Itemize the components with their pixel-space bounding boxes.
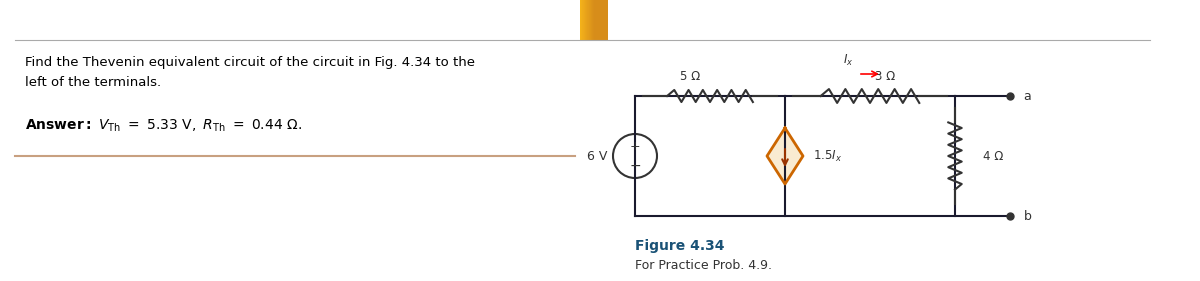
Bar: [588, 0, 602, 40]
Bar: [587, 0, 601, 40]
Text: +: +: [630, 139, 641, 153]
Bar: [582, 0, 596, 40]
Text: 3 Ω: 3 Ω: [875, 70, 895, 83]
Text: 1.5$I_x$: 1.5$I_x$: [814, 148, 842, 164]
Bar: [581, 0, 595, 40]
Bar: [590, 0, 605, 40]
Bar: [592, 0, 606, 40]
Bar: [580, 0, 594, 40]
Bar: [583, 0, 598, 40]
Bar: [592, 0, 605, 40]
Text: $\mathbf{Answer:}\ V_{\mathrm{Th}}\ =\ 5.33\ \mathrm{V},\ R_{\mathrm{Th}}\ =\ 0.: $\mathbf{Answer:}\ V_{\mathrm{Th}}\ =\ 5…: [25, 118, 302, 134]
Bar: [581, 0, 595, 40]
Bar: [593, 0, 607, 40]
Bar: [589, 0, 604, 40]
Text: −: −: [629, 159, 641, 173]
Bar: [587, 0, 601, 40]
Bar: [583, 0, 598, 40]
Text: Figure 4.34: Figure 4.34: [635, 239, 725, 253]
Text: Practice Problem 4.9: Practice Problem 4.9: [748, 10, 983, 30]
Text: $I_x$: $I_x$: [842, 53, 853, 68]
Bar: [588, 0, 601, 40]
Text: b: b: [1020, 210, 1032, 223]
Bar: [583, 0, 598, 40]
Bar: [584, 0, 599, 40]
Bar: [582, 0, 595, 40]
Bar: [593, 0, 607, 40]
Bar: [589, 0, 604, 40]
Bar: [587, 0, 601, 40]
Bar: [586, 0, 600, 40]
Text: For Practice Prob. 4.9.: For Practice Prob. 4.9.: [635, 259, 772, 272]
Text: 5 Ω: 5 Ω: [680, 70, 700, 83]
Bar: [594, 0, 608, 40]
Bar: [594, 0, 607, 40]
Bar: [588, 0, 602, 40]
Bar: [584, 0, 599, 40]
Text: Find the Thevenin equivalent circuit of the circuit in Fig. 4.34 to the: Find the Thevenin equivalent circuit of …: [25, 56, 475, 69]
Bar: [590, 0, 605, 40]
Bar: [582, 0, 596, 40]
Bar: [593, 0, 607, 40]
Bar: [584, 0, 598, 40]
Text: 6 V: 6 V: [587, 149, 607, 162]
Bar: [592, 0, 606, 40]
Bar: [581, 0, 595, 40]
Text: a: a: [1020, 90, 1032, 103]
Bar: [590, 0, 605, 40]
Text: 4 Ω: 4 Ω: [983, 149, 1003, 162]
Bar: [586, 0, 600, 40]
Text: left of the terminals.: left of the terminals.: [25, 76, 161, 90]
Bar: [584, 0, 599, 40]
Polygon shape: [767, 128, 803, 184]
Bar: [589, 0, 604, 40]
Bar: [588, 0, 602, 40]
Bar: [592, 0, 606, 40]
Bar: [582, 0, 596, 40]
Bar: [586, 0, 600, 40]
